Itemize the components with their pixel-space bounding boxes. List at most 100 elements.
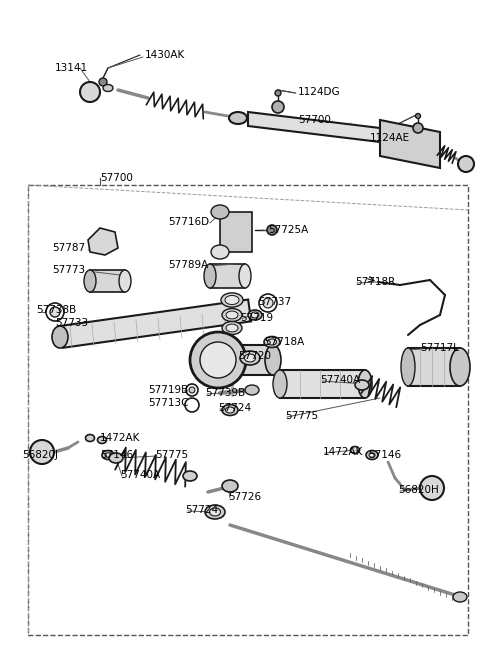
Ellipse shape (273, 370, 287, 398)
Text: 57718A: 57718A (264, 337, 304, 347)
Ellipse shape (226, 311, 238, 319)
Ellipse shape (226, 407, 235, 413)
Bar (220, 212, 252, 252)
Circle shape (263, 298, 273, 308)
Ellipse shape (85, 434, 95, 441)
Text: 57773: 57773 (52, 265, 85, 275)
Circle shape (190, 332, 246, 388)
Text: 1472AK: 1472AK (100, 433, 140, 443)
Ellipse shape (453, 592, 467, 602)
Text: 57146: 57146 (368, 450, 401, 460)
Text: 13141: 13141 (55, 63, 88, 73)
Text: 1124AE: 1124AE (370, 133, 410, 143)
Text: 1472AK: 1472AK (323, 447, 363, 457)
Ellipse shape (350, 447, 360, 453)
Bar (28, 185, 468, 635)
Ellipse shape (251, 312, 259, 318)
Text: 57713C: 57713C (148, 398, 189, 408)
Text: 57737: 57737 (258, 297, 291, 307)
Text: 57724: 57724 (185, 505, 218, 515)
Text: 57700: 57700 (298, 115, 331, 125)
Ellipse shape (102, 451, 114, 459)
Ellipse shape (119, 270, 131, 292)
Ellipse shape (244, 354, 255, 362)
Ellipse shape (97, 436, 107, 443)
Ellipse shape (103, 85, 113, 91)
Circle shape (416, 113, 420, 119)
Bar (408, 348, 460, 386)
Circle shape (46, 303, 64, 321)
Text: 57716D: 57716D (168, 217, 209, 227)
Circle shape (30, 440, 54, 464)
Ellipse shape (358, 370, 372, 398)
Text: 57725A: 57725A (268, 225, 308, 235)
Ellipse shape (221, 293, 243, 307)
Bar (210, 264, 245, 288)
Text: 57789A: 57789A (168, 260, 208, 270)
Ellipse shape (222, 321, 242, 335)
Circle shape (186, 384, 198, 396)
Ellipse shape (211, 205, 229, 219)
Ellipse shape (366, 451, 378, 459)
Ellipse shape (205, 505, 225, 519)
Ellipse shape (211, 245, 229, 259)
Ellipse shape (355, 380, 369, 390)
Text: 57726: 57726 (228, 492, 261, 502)
Text: 57775: 57775 (155, 450, 188, 460)
Polygon shape (248, 112, 380, 142)
Ellipse shape (240, 351, 260, 365)
Text: 57738B: 57738B (36, 305, 76, 315)
Ellipse shape (222, 405, 238, 415)
Ellipse shape (209, 508, 220, 516)
Ellipse shape (267, 339, 276, 345)
Ellipse shape (222, 308, 242, 321)
Polygon shape (380, 120, 440, 168)
Ellipse shape (229, 112, 247, 124)
Ellipse shape (369, 453, 375, 457)
Bar (90, 270, 125, 292)
Circle shape (413, 123, 423, 133)
Text: 57724: 57724 (218, 403, 251, 413)
Circle shape (50, 307, 60, 317)
Ellipse shape (225, 295, 239, 304)
Circle shape (272, 101, 284, 113)
Text: 57787: 57787 (52, 243, 85, 253)
Ellipse shape (84, 270, 96, 292)
Ellipse shape (226, 324, 238, 332)
Text: 57740A: 57740A (120, 470, 160, 480)
Text: 56820H: 56820H (398, 485, 439, 495)
Circle shape (458, 156, 474, 172)
Bar (280, 370, 365, 398)
Text: 1430AK: 1430AK (145, 50, 185, 60)
Text: 57717L: 57717L (420, 343, 459, 353)
Ellipse shape (450, 348, 470, 386)
Circle shape (80, 82, 100, 102)
Ellipse shape (109, 453, 123, 463)
Polygon shape (88, 228, 118, 255)
Bar (218, 345, 273, 375)
Ellipse shape (52, 326, 68, 348)
Circle shape (420, 476, 444, 500)
Text: 57700: 57700 (100, 173, 133, 183)
Text: 57718R: 57718R (355, 277, 395, 287)
Ellipse shape (183, 471, 197, 481)
Text: 56820J: 56820J (22, 450, 58, 460)
Ellipse shape (248, 310, 262, 320)
Ellipse shape (265, 345, 281, 375)
Circle shape (99, 78, 107, 86)
Circle shape (189, 387, 195, 393)
Circle shape (185, 398, 199, 412)
Ellipse shape (401, 348, 415, 386)
Text: 57740A: 57740A (320, 375, 360, 385)
Text: 1124DG: 1124DG (298, 87, 341, 97)
Text: 57146: 57146 (100, 450, 133, 460)
Text: 57739B: 57739B (205, 388, 245, 398)
Text: 57720: 57720 (238, 351, 271, 361)
Ellipse shape (264, 337, 280, 348)
Text: 57775: 57775 (285, 411, 318, 421)
Text: 57719B: 57719B (148, 385, 188, 395)
Ellipse shape (204, 264, 216, 288)
Circle shape (267, 225, 277, 235)
Circle shape (200, 342, 236, 378)
Text: 57719: 57719 (240, 313, 273, 323)
